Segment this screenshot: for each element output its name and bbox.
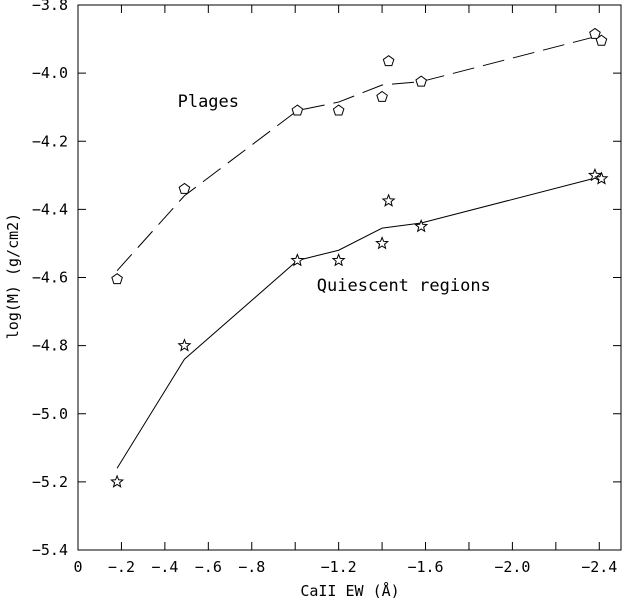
y-tick-label: −4.6 [32,269,68,287]
annotations: Plages Quiescent regions [178,92,491,296]
fit-line-dashed [116,35,600,272]
pentagon-marker [595,34,608,46]
x-tick-label: −2.0 [494,558,530,576]
y-tick-label: −5.2 [32,473,68,491]
y-axis-label: log(M) (g/cm2) [4,213,22,339]
y-tick-label: −3.8 [32,0,68,14]
x-tick-label: 0 [73,558,82,576]
star-marker [375,236,390,250]
x-tick-labels: 0 −.2 −.4 −.6 −.8 −1.2 −1.6 −2.0 −2.4 [73,558,617,576]
x-tick-label: −1.2 [321,558,357,576]
x-tick-label: −.8 [238,558,265,576]
pentagon-marker [332,104,345,116]
y-tick-label: −5.0 [32,405,68,423]
y-tick-labels: −5.4 −5.2 −5.0 −4.8 −4.6 −4.4 −4.2 −4.0 −3.8 [32,0,68,559]
annotation-quiescent: Quiescent regions [317,276,491,296]
star-marker [290,253,305,267]
star-marker [594,171,609,185]
y-tick-label: −4.8 [32,337,68,355]
y-tick-label: −4.4 [32,200,68,218]
pentagon-marker [589,27,601,39]
annotation-plages: Plages [178,92,239,112]
y-tick-label: −5.4 [32,541,68,559]
fit-line-solid [116,176,600,469]
data-markers [110,27,609,488]
tick-marks [77,4,621,551]
star-marker [331,253,346,267]
star-marker [414,219,429,233]
x-tick-label: −.4 [151,558,178,576]
pentagon-marker [376,90,388,102]
pentagon-marker [382,55,395,67]
y-tick-label: −4.2 [32,132,68,150]
x-tick-label: −1.6 [407,558,443,576]
x-tick-label: −2.4 [581,558,617,576]
y-tick-label: −4.0 [32,64,68,82]
pentagon-marker [415,75,427,87]
pentagon-marker [291,104,304,116]
star-marker [177,338,192,352]
x-tick-label: −.6 [195,558,222,576]
pentagon-marker [111,273,123,285]
star-marker [110,474,125,488]
x-axis-label: CaII EW (Å) [300,581,399,600]
star-marker [587,167,602,182]
x-tick-label: −.2 [108,558,135,576]
pentagon-marker [178,182,191,194]
star-marker [381,193,396,207]
